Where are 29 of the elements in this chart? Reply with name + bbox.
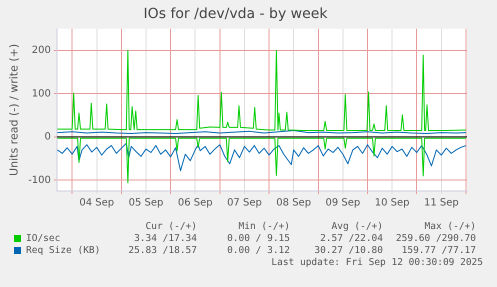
text: Last update: Fri Sep 12 00:30:09 2025: [271, 257, 483, 268]
y-tick-label: -100: [28, 174, 51, 186]
x-tick-label: 09 Sep: [326, 198, 360, 209]
legend-label: IO/sec: [26, 233, 60, 245]
text: 0.00 / 3.12: [227, 245, 290, 256]
x-tick-label: 06 Sep: [178, 198, 213, 209]
text: Avg (-/+): [332, 221, 383, 232]
text: 159.77 /77.17: [402, 245, 476, 256]
x-tick-label: 10 Sep: [374, 198, 410, 209]
text: 25.83 /18.57: [128, 245, 197, 256]
text: 2.57 /22.04: [320, 233, 383, 244]
x-tick-label: 04 Sep: [79, 198, 114, 209]
y-tick-label: 0: [44, 132, 51, 143]
text: 3.34 /17.34: [134, 233, 197, 244]
x-tick-label: 05 Sep: [128, 198, 164, 209]
text: 0.00 / 9.15: [227, 233, 290, 244]
x-tick-label: 11 Sep: [424, 198, 459, 209]
x-tick-label: 08 Sep: [276, 198, 312, 209]
x-tick-label: 07 Sep: [227, 198, 262, 209]
text: 30.27 /10.80: [314, 245, 383, 256]
text: Min (-/+): [238, 221, 290, 232]
text: Cur (-/+): [146, 221, 197, 232]
legend-label: Req Size (KB): [26, 245, 100, 257]
chart-title: IOs for /dev/vda - by week: [144, 6, 328, 22]
text: 259.60 /290.70: [396, 233, 476, 244]
text: Max (-/+): [424, 221, 476, 232]
y-tick-label: 100: [32, 88, 51, 100]
y-axis-title: Units read (-) / write (+): [7, 44, 20, 176]
y-tick-label: 200: [32, 45, 51, 56]
